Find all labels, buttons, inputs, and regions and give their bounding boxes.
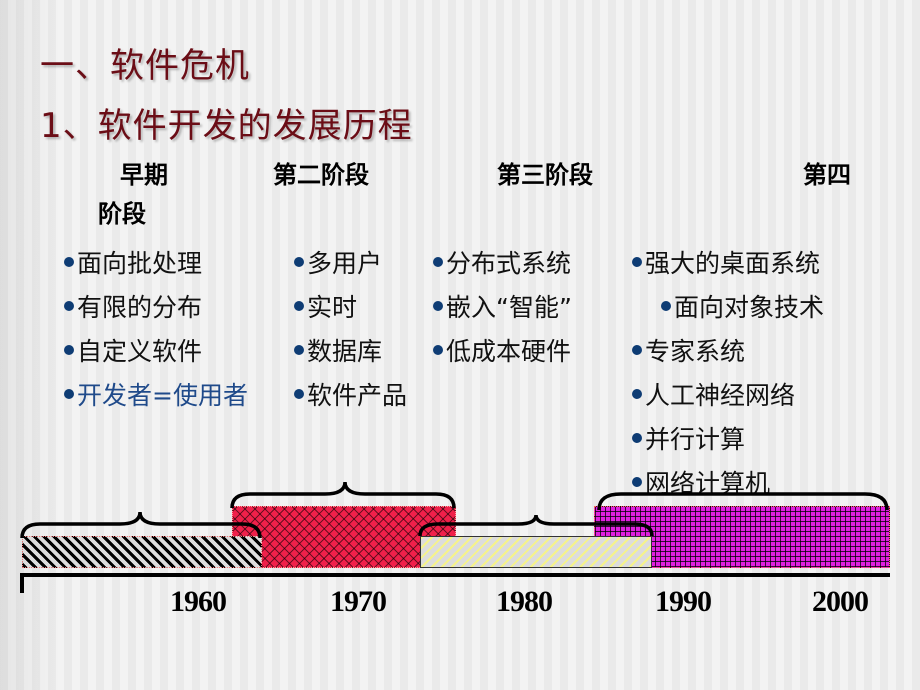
list-item: 面向对象技术	[661, 288, 824, 324]
bullet-icon	[64, 257, 74, 267]
year-label: 1970	[330, 585, 387, 618]
slide-heading: 一、软件危机	[40, 46, 250, 86]
list-item: 自定义软件	[64, 332, 202, 368]
bullet-icon	[632, 345, 642, 355]
curly-brace-icon	[597, 492, 889, 511]
list-item: 并行计算	[632, 420, 745, 456]
curly-brace-icon	[230, 481, 456, 509]
list-item: 实时	[294, 288, 357, 324]
timeline-bar-second-stage	[232, 506, 456, 568]
bullet-icon	[632, 257, 642, 267]
stage-label-early: 早期	[120, 161, 168, 189]
bullet-icon	[294, 257, 304, 267]
slide-subheading: 1、软件开发的发展历程	[40, 106, 413, 146]
stage-label-third: 第三阶段	[497, 161, 593, 189]
bullet-icon	[632, 389, 642, 399]
bullet-icon	[294, 301, 304, 311]
stage-label-second: 第二阶段	[273, 161, 369, 189]
list-item: 专家系统	[632, 332, 745, 368]
list-item: 低成本硬件	[433, 332, 571, 368]
bullet-icon	[64, 301, 74, 311]
curly-brace-icon	[418, 514, 654, 537]
year-label: 1980	[496, 585, 553, 618]
year-label: 1990	[655, 585, 712, 618]
bullet-icon	[294, 345, 304, 355]
bullet-icon	[294, 389, 304, 399]
timeline-bar-third-stage	[420, 536, 652, 568]
list-item: 有限的分布	[64, 288, 202, 324]
curly-brace-icon	[20, 511, 262, 539]
year-label: 1960	[170, 585, 227, 618]
list-item: 人工神经网络	[632, 376, 795, 412]
list-item: 分布式系统	[433, 244, 571, 280]
bullet-icon	[433, 345, 443, 355]
list-item: 强大的桌面系统	[632, 244, 820, 280]
list-item: 多用户	[294, 244, 382, 280]
list-item: 面向批处理	[64, 244, 202, 280]
list-item: 数据库	[294, 332, 382, 368]
bullet-icon	[64, 389, 74, 399]
year-label: 2000	[812, 585, 869, 618]
bullet-icon	[632, 433, 642, 443]
list-item: 软件产品	[294, 376, 407, 412]
timeline-bar-early-stage	[22, 536, 262, 568]
bullet-icon	[632, 477, 642, 487]
timeline-axis	[22, 573, 890, 577]
list-item: 嵌入“智能”	[433, 288, 572, 324]
stage-label-fourth-wrap: 阶段	[98, 200, 146, 228]
bullet-icon	[661, 301, 671, 311]
bullet-icon	[64, 345, 74, 355]
list-item: 开发者=使用者	[64, 376, 248, 412]
stage-label-fourth: 第四	[803, 161, 851, 189]
bullet-icon	[433, 257, 443, 267]
timeline-axis-tick	[20, 573, 24, 593]
bullet-icon	[433, 301, 443, 311]
